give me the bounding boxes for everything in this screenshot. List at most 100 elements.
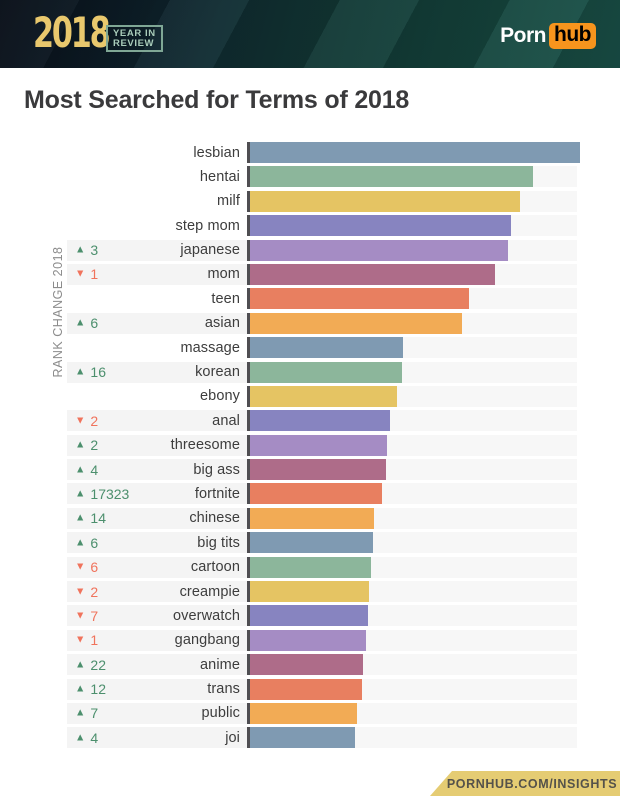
chart-row: ▲ 14 chinese xyxy=(0,507,577,529)
term-label: creampie xyxy=(179,583,240,600)
bar-track xyxy=(247,532,577,554)
bar xyxy=(250,239,508,261)
bar xyxy=(250,385,397,407)
chart-row: ▲ 7 public xyxy=(0,702,577,724)
row-label-area: ▲ 4 big ass xyxy=(67,459,247,481)
bar xyxy=(250,727,355,749)
term-label: big tits xyxy=(197,534,240,551)
row-label-area: hentai xyxy=(67,166,247,187)
rank-value: 12 xyxy=(90,681,106,698)
rank-value: 6 xyxy=(90,559,99,576)
bar xyxy=(250,629,366,651)
bar xyxy=(250,483,382,505)
row-label-area: ▲ 7 public xyxy=(67,702,247,724)
term-label: trans xyxy=(207,681,240,698)
bar xyxy=(250,166,533,188)
rank-change: ▲ 4 xyxy=(75,462,98,478)
term-label: hentai xyxy=(199,168,240,185)
bar-track xyxy=(247,483,577,505)
rank-value: 6 xyxy=(90,534,99,551)
chart-row: hentai xyxy=(0,166,577,188)
rank-triangle-icon: ▲ xyxy=(75,438,86,451)
term-label: public xyxy=(201,705,240,722)
chart-row: ▲ 22 anime xyxy=(0,654,577,676)
rank-value: 7 xyxy=(90,705,99,722)
chart-row: milf xyxy=(0,190,577,212)
pornhub-logo-porn: Porn xyxy=(500,24,547,47)
bar-track xyxy=(247,678,577,700)
rank-change: ▼ 2 xyxy=(75,413,98,429)
rank-change: ▲ 3 xyxy=(75,242,98,258)
bar-track xyxy=(247,605,577,627)
bar xyxy=(250,556,371,578)
bar-track xyxy=(247,702,577,724)
bar xyxy=(250,288,469,310)
bar-track xyxy=(247,288,577,310)
term-label: threesome xyxy=(170,437,240,454)
term-label: massage xyxy=(180,339,240,356)
rank-change: ▼ 1 xyxy=(75,266,98,282)
rank-change: ▲ 2 xyxy=(75,437,98,453)
row-label-area: lesbian xyxy=(67,142,247,163)
rank-triangle-icon: ▼ xyxy=(75,609,86,622)
term-label: big ass xyxy=(193,461,240,478)
rank-value: 17323 xyxy=(90,485,130,502)
row-label-area: massage xyxy=(67,337,247,358)
bar-track xyxy=(247,312,577,334)
rank-change: ▲ 7 xyxy=(75,705,98,721)
chart-row: ▼ 6 cartoon xyxy=(0,556,577,578)
rank-triangle-icon: ▲ xyxy=(75,365,86,378)
rank-triangle-icon: ▲ xyxy=(75,536,86,549)
chart-row: ▼ 2 anal xyxy=(0,410,577,432)
term-label: ebony xyxy=(199,388,240,405)
chart-row: step mom xyxy=(0,215,577,237)
bar-track xyxy=(247,239,577,261)
term-label: teen xyxy=(211,290,240,307)
rank-triangle-icon: ▲ xyxy=(75,316,86,329)
bar-track xyxy=(247,459,577,481)
rank-triangle-icon: ▲ xyxy=(75,731,86,744)
bar xyxy=(250,532,373,554)
rank-triangle-icon: ▲ xyxy=(75,658,86,671)
rank-change: ▲ 22 xyxy=(75,657,106,673)
term-label: lesbian xyxy=(193,144,240,161)
term-label: anal xyxy=(212,412,240,429)
term-label: cartoon xyxy=(190,559,240,576)
row-label-area: ▲ 14 chinese xyxy=(67,507,247,529)
chart-row: ▼ 2 creampie xyxy=(0,581,577,603)
term-label: milf xyxy=(217,193,240,210)
term-label: japanese xyxy=(180,242,240,259)
footer-ribbon: PORNHUB.COM/INSIGHTS xyxy=(430,771,620,796)
chart-row: ▲ 3 japanese xyxy=(0,239,577,261)
row-label-area: teen xyxy=(67,288,247,309)
chart-row: teen xyxy=(0,288,577,310)
bar xyxy=(250,312,462,334)
rank-triangle-icon: ▼ xyxy=(75,414,86,427)
rank-change: ▲ 6 xyxy=(75,535,98,551)
rank-value: 4 xyxy=(90,461,99,478)
rank-change: ▲ 16 xyxy=(75,364,106,380)
chart-row: ebony xyxy=(0,385,577,407)
rank-change: ▼ 7 xyxy=(75,608,98,624)
bar-chart: lesbian hentai milf xyxy=(0,142,580,752)
term-label: chinese xyxy=(189,510,240,527)
chart-row: ▲ 4 big ass xyxy=(0,459,577,481)
pornhub-logo: Porn hub xyxy=(500,23,596,49)
row-label-area: ebony xyxy=(67,386,247,407)
term-label: anime xyxy=(200,656,240,673)
rank-change: ▲ 6 xyxy=(75,315,98,331)
row-label-area: ▲ 6 big tits xyxy=(67,532,247,554)
term-label: overwatch xyxy=(173,607,240,624)
chart-row: ▲ 6 asian xyxy=(0,312,577,334)
bar-track xyxy=(247,581,577,603)
rank-triangle-icon: ▲ xyxy=(75,706,86,719)
bar-track xyxy=(247,142,580,163)
term-label: fortnite xyxy=(194,485,240,502)
bar-track xyxy=(247,410,577,432)
rank-value: 6 xyxy=(90,315,99,332)
chart-row: ▲ 4 joi xyxy=(0,727,577,749)
rank-value: 14 xyxy=(90,510,106,527)
badge-line-2: REVIEW xyxy=(113,37,155,49)
term-label: step mom xyxy=(175,217,240,234)
